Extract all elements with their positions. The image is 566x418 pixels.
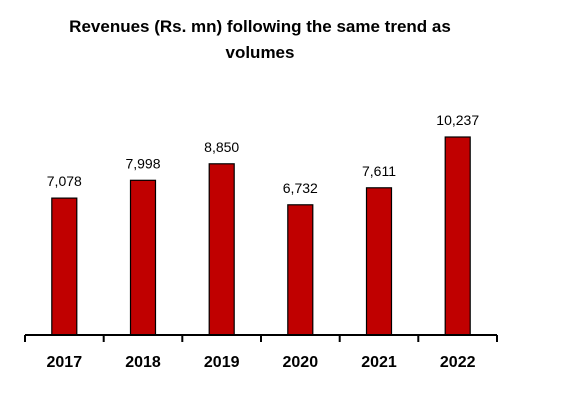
bar-2018	[129, 179, 157, 336]
category-label-2019: 2019	[204, 354, 240, 371]
x-axis: 2017 2018 2019 2020 2021 2022	[24, 334, 498, 371]
category-label-2022: 2022	[440, 354, 476, 371]
value-label-2019: 8,850	[204, 139, 239, 155]
value-label-2020: 6,732	[283, 180, 318, 196]
category-label-2021: 2021	[361, 354, 397, 371]
bar-2017	[51, 197, 78, 336]
bar-2022	[444, 136, 471, 336]
bar-2021	[365, 187, 393, 336]
bars-layer	[51, 136, 471, 336]
chart-title: Revenues (Rs. mn) following the same tre…	[69, 17, 451, 62]
value-labels-layer: 7,078 7,998 8,850 6,732 7,611 10,237	[47, 112, 480, 196]
value-label-2018: 7,998	[125, 155, 160, 171]
bar-2020	[287, 204, 314, 336]
category-label-2018: 2018	[125, 354, 161, 371]
category-label-2020: 2020	[283, 354, 319, 371]
category-label-2017: 2017	[47, 354, 83, 371]
value-label-2021: 7,611	[362, 163, 396, 179]
value-label-2017: 7,078	[47, 173, 82, 189]
value-label-2022: 10,237	[436, 112, 479, 128]
bar-2019	[208, 163, 235, 336]
